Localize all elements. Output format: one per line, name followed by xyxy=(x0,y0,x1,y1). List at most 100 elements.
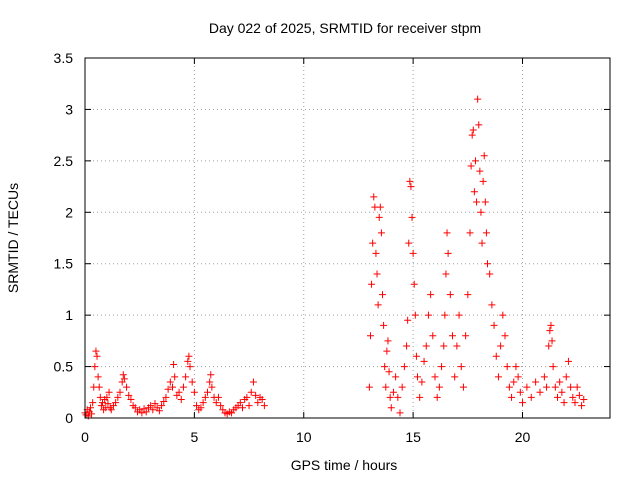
x-tick-label: 0 xyxy=(81,429,89,445)
data-point xyxy=(449,332,456,340)
data-point xyxy=(392,373,400,381)
data-point xyxy=(414,373,421,381)
data-point xyxy=(208,383,216,391)
data-point xyxy=(471,157,479,165)
data-point xyxy=(481,198,489,206)
data-point xyxy=(193,402,201,410)
data-point xyxy=(427,291,435,299)
data-point xyxy=(381,363,389,371)
data-point xyxy=(560,399,568,407)
data-point xyxy=(385,368,393,376)
data-point xyxy=(545,342,553,350)
data-point xyxy=(406,177,414,185)
data-point xyxy=(214,393,222,401)
data-point xyxy=(438,363,446,371)
data-point xyxy=(554,393,561,401)
data-point xyxy=(89,399,97,407)
data-point xyxy=(410,280,418,288)
data-point xyxy=(484,260,491,268)
data-point xyxy=(468,131,476,139)
x-tick-labels: 0 5 10 15 20 xyxy=(81,429,530,445)
data-point xyxy=(523,383,531,391)
data-point xyxy=(478,239,486,247)
data-point xyxy=(567,383,575,391)
data-point xyxy=(386,393,394,401)
y-tick-label: 3 xyxy=(65,101,73,117)
data-point xyxy=(482,229,490,237)
data-point xyxy=(457,363,465,371)
data-point xyxy=(185,352,193,360)
data-point xyxy=(252,391,260,399)
data-point xyxy=(107,406,115,414)
data-point xyxy=(158,402,166,410)
data-point xyxy=(217,402,225,410)
y-tick-label: 1 xyxy=(65,307,73,323)
data-point xyxy=(179,383,187,391)
data-point xyxy=(453,342,461,350)
data-point xyxy=(389,388,397,396)
data-point xyxy=(431,373,439,381)
data-point xyxy=(114,393,122,401)
data-point xyxy=(164,385,172,393)
data-point xyxy=(376,203,384,211)
data-point xyxy=(442,270,450,278)
data-point xyxy=(382,383,390,391)
data-point xyxy=(375,213,383,221)
x-axis-label: GPS time / hours xyxy=(291,457,398,473)
data-point xyxy=(400,363,408,371)
data-point xyxy=(369,239,377,247)
data-point xyxy=(444,249,452,257)
data-point xyxy=(170,361,178,369)
data-point xyxy=(91,363,99,371)
data-point xyxy=(204,388,211,396)
data-point xyxy=(466,229,474,237)
data-point xyxy=(497,342,505,350)
data-point xyxy=(92,347,100,355)
data-point xyxy=(201,393,209,401)
data-point xyxy=(370,193,378,201)
data-point xyxy=(459,383,467,391)
data-point xyxy=(260,402,268,410)
axis-ticks xyxy=(84,57,610,419)
chart-title: Day 022 of 2025, SRMTID for receiver stp… xyxy=(209,20,481,36)
data-point xyxy=(380,321,388,329)
data-point xyxy=(398,383,406,391)
data-point xyxy=(494,373,502,381)
data-point xyxy=(86,404,94,412)
data-point xyxy=(573,383,581,391)
data-point xyxy=(490,321,498,329)
data-point xyxy=(446,291,454,299)
y-tick-labels: 0 0.5 1 1.5 2 2.5 3 3.5 xyxy=(54,50,74,426)
data-point xyxy=(105,388,113,396)
data-point xyxy=(486,270,494,278)
data-point xyxy=(443,229,451,237)
data-point xyxy=(243,393,251,401)
data-point xyxy=(387,404,395,412)
data-point xyxy=(407,183,415,191)
y-tick-label: 1.5 xyxy=(54,256,74,272)
data-points xyxy=(81,95,588,420)
data-point xyxy=(464,291,472,299)
data-point xyxy=(424,311,432,319)
y-tick-label: 0 xyxy=(65,410,73,426)
data-point xyxy=(469,126,477,134)
data-point xyxy=(97,402,105,410)
data-point xyxy=(474,95,482,103)
data-point xyxy=(142,408,150,416)
data-point xyxy=(422,342,430,350)
x-tick-label: 5 xyxy=(190,429,198,445)
data-point xyxy=(254,399,262,407)
data-point xyxy=(435,383,443,391)
data-point xyxy=(396,409,404,417)
data-point xyxy=(451,373,459,381)
data-point xyxy=(441,311,449,319)
data-point xyxy=(562,373,570,381)
data-point xyxy=(104,400,112,408)
data-point xyxy=(575,391,583,399)
data-point xyxy=(199,399,207,407)
data-point xyxy=(123,383,131,391)
data-point xyxy=(519,399,526,407)
data-point xyxy=(510,378,518,386)
data-point xyxy=(408,213,416,221)
